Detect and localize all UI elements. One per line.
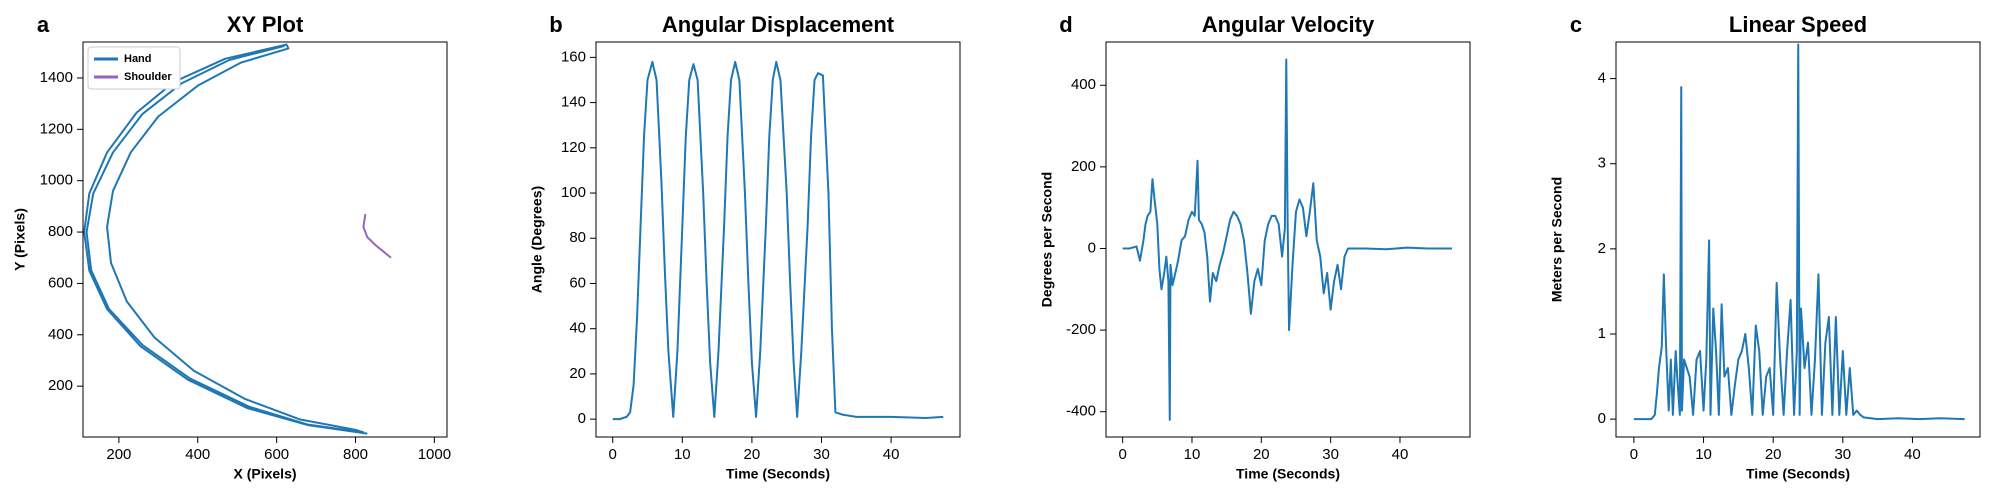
panel-letter: c [1570, 12, 1582, 37]
data-line [612, 60, 944, 421]
y-tick-label: 400 [1071, 76, 1096, 93]
chart-title: XY Plot [227, 12, 304, 37]
panel-letter: b [549, 12, 562, 37]
y-tick-label: 100 [561, 184, 586, 201]
x-axis-label: Time (Seconds) [1236, 466, 1340, 482]
y-tick-label: 200 [1071, 158, 1096, 175]
legend-label: Hand [124, 53, 152, 65]
axes-frame [1615, 41, 1981, 438]
x-tick-label: 40 [1392, 446, 1409, 463]
x-tick-label: 30 [1834, 446, 1851, 463]
axes-frame [1105, 41, 1471, 438]
y-tick-label: -400 [1066, 403, 1096, 420]
chart-title: Linear Speed [1729, 12, 1867, 37]
plot-area [83, 43, 392, 435]
y-axis-label: Angle (Degrees) [529, 186, 545, 293]
axes-frame [82, 41, 448, 438]
data-line [362, 213, 392, 259]
chart-title: Angular Velocity [1202, 12, 1375, 37]
x-axis-label: X (Pixels) [233, 466, 296, 482]
data-line [1122, 58, 1452, 421]
y-tick-label: 120 [561, 139, 586, 156]
y-tick-label: 400 [48, 326, 73, 343]
y-tick-label: 1200 [40, 120, 73, 137]
y-tick-label: 3 [1598, 155, 1606, 172]
x-tick-label: 30 [813, 446, 830, 463]
x-tick-label: 20 [1253, 446, 1270, 463]
plot-area [612, 60, 944, 421]
y-axis-label: Meters per Second [1549, 177, 1565, 302]
y-tick-label: 600 [48, 274, 73, 291]
panel: c Linear Speed 0 10 20 30 40 0 1 2 3 4 Time (Seconds… [1549, 12, 1981, 482]
x-tick-label: 10 [1695, 446, 1712, 463]
x-axis-label: Time (Seconds) [1746, 466, 1850, 482]
x-axis-label: Time (Seconds) [726, 466, 830, 482]
y-tick-label: 0 [1598, 410, 1606, 427]
y-tick-label: 1 [1598, 325, 1606, 342]
plot-area [1633, 43, 1965, 421]
axes-frame [595, 41, 961, 438]
panel: b Angular Displacement 0 10 20 30 40 0 20 40 60 80 1… [529, 12, 961, 482]
data-line [1633, 43, 1965, 421]
y-tick-label: 20 [569, 365, 586, 382]
x-tick-label: 0 [609, 446, 617, 463]
y-tick-label: 4 [1598, 70, 1606, 87]
panel: a XY Plot 200 400 600 800 1000 200 400 600 800 1000… [12, 12, 451, 482]
y-axis-label: Degrees per Second [1039, 172, 1055, 307]
x-tick-label: 20 [1765, 446, 1782, 463]
x-tick-label: 10 [1184, 446, 1201, 463]
x-tick-label: 10 [674, 446, 691, 463]
y-tick-label: 160 [561, 48, 586, 65]
x-tick-label: 800 [343, 446, 368, 463]
y-tick-label: 140 [561, 94, 586, 111]
y-tick-label: 60 [569, 274, 586, 291]
panel: d Angular Velocity 0 10 20 30 40 -400 -200 0 200 40… [1039, 12, 1471, 482]
x-tick-label: 40 [883, 446, 900, 463]
y-tick-label: 200 [48, 377, 73, 394]
y-tick-label: 800 [48, 223, 73, 240]
x-tick-label: 200 [106, 446, 131, 463]
plot-area [1122, 58, 1452, 421]
y-tick-label: 2 [1598, 240, 1606, 257]
y-tick-label: 0 [1088, 239, 1096, 256]
x-tick-label: 20 [744, 446, 761, 463]
x-tick-label: 0 [1630, 446, 1638, 463]
x-tick-label: 30 [1322, 446, 1339, 463]
y-tick-label: 80 [569, 229, 586, 246]
x-tick-label: 1000 [418, 446, 451, 463]
x-tick-label: 0 [1118, 446, 1126, 463]
y-axis-label: Y (Pixels) [12, 208, 28, 271]
chart-title: Angular Displacement [662, 12, 895, 37]
legend-label: Shoulder [124, 71, 172, 83]
x-tick-label: 600 [264, 446, 289, 463]
y-tick-label: 1000 [40, 172, 73, 189]
x-tick-label: 40 [1904, 446, 1921, 463]
data-line [83, 43, 368, 435]
panel-letter: d [1059, 12, 1072, 37]
y-tick-label: 0 [578, 410, 586, 427]
y-tick-label: -200 [1066, 321, 1096, 338]
y-tick-label: 40 [569, 320, 586, 337]
panel-letter: a [37, 12, 50, 37]
y-tick-label: 1400 [40, 69, 73, 86]
x-tick-label: 400 [185, 446, 210, 463]
